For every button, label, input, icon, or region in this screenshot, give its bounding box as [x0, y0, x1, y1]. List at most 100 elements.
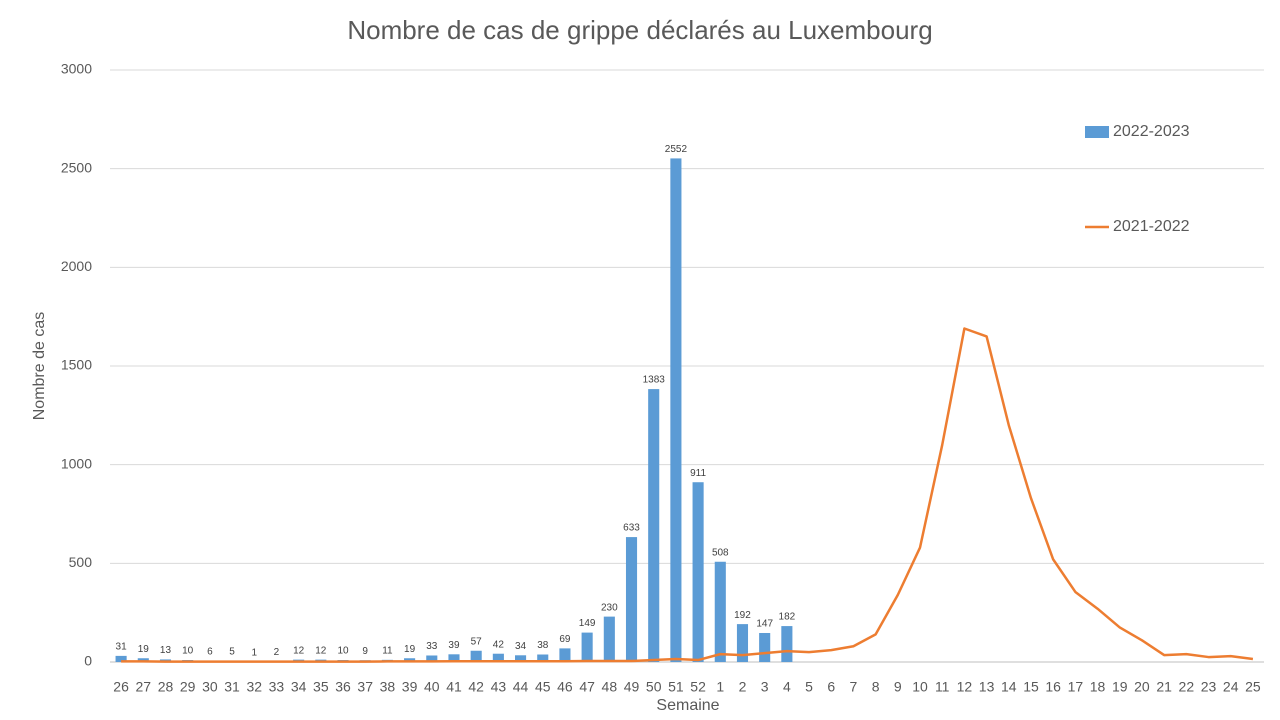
x-tick-label: 15	[1023, 679, 1039, 695]
data-label: 147	[756, 619, 773, 630]
x-tick-label: 11	[935, 679, 950, 695]
bar	[470, 650, 482, 662]
data-label: 2552	[665, 144, 688, 155]
data-label: 34	[515, 641, 527, 652]
x-tick-label: 43	[491, 679, 507, 695]
y-tick-label: 1500	[61, 357, 92, 373]
bar	[625, 537, 638, 662]
bar	[559, 648, 571, 662]
bar	[581, 632, 593, 662]
x-tick-label: 31	[224, 679, 240, 695]
data-label: 13	[160, 645, 172, 656]
x-tick-label: 6	[827, 679, 835, 695]
bar	[648, 389, 660, 662]
data-label: 12	[315, 645, 327, 656]
data-label: 1	[251, 647, 257, 658]
legend-label: 2021-2022	[1113, 218, 1190, 235]
x-tick-label: 7	[850, 679, 858, 695]
data-label: 633	[623, 523, 640, 534]
data-label: 19	[404, 644, 416, 655]
bar	[515, 655, 527, 662]
legend-label: 2022-2023	[1113, 123, 1190, 140]
y-tick-label: 1000	[61, 455, 92, 471]
x-tick-label: 27	[135, 679, 151, 695]
x-tick-label: 32	[246, 679, 262, 695]
x-tick-label: 4	[783, 679, 791, 695]
bar	[537, 654, 549, 662]
data-label: 33	[426, 641, 438, 652]
x-tick-label: 22	[1179, 679, 1195, 695]
data-label: 230	[601, 602, 618, 613]
data-label: 31	[116, 642, 128, 653]
x-tick-label: 40	[424, 679, 440, 695]
data-label: 149	[579, 618, 596, 629]
x-tick-label: 38	[380, 679, 396, 695]
x-tick-label: 28	[158, 679, 174, 695]
data-label: 5	[229, 647, 235, 658]
x-tick-label: 33	[269, 679, 285, 695]
x-tick-label: 44	[513, 679, 529, 695]
y-tick-label: 2500	[61, 159, 92, 175]
x-tick-label: 29	[180, 679, 196, 695]
x-tick-label: 1	[716, 679, 724, 695]
x-tick-label: 46	[557, 679, 573, 695]
x-tick-label: 16	[1045, 679, 1061, 695]
x-tick-label: 42	[468, 679, 484, 695]
x-tick-label: 26	[113, 679, 129, 695]
x-tick-label: 39	[402, 679, 418, 695]
x-tick-label: 30	[202, 679, 218, 695]
data-label: 57	[471, 636, 483, 647]
x-tick-label: 25	[1245, 679, 1261, 695]
bar	[115, 655, 127, 662]
data-label: 192	[734, 610, 751, 621]
x-tick-label: 36	[335, 679, 351, 695]
data-label: 10	[182, 646, 194, 657]
x-tick-label: 49	[624, 679, 640, 695]
bar	[736, 624, 749, 662]
x-tick-label: 34	[291, 679, 307, 695]
x-tick-label: 35	[313, 679, 329, 695]
x-tick-label: 21	[1156, 679, 1172, 695]
data-label: 508	[712, 547, 729, 558]
bar	[404, 658, 416, 662]
x-axis-title: Semaine	[656, 697, 719, 714]
bar	[426, 655, 438, 662]
y-tick-label: 2000	[61, 258, 92, 274]
data-label: 42	[493, 639, 505, 650]
data-label: 38	[537, 640, 549, 651]
data-label: 6	[207, 646, 213, 657]
x-tick-label: 5	[805, 679, 813, 695]
x-tick-label: 9	[894, 679, 902, 695]
x-tick-label: 47	[579, 679, 595, 695]
data-label: 2	[274, 647, 280, 658]
x-tick-label: 14	[1001, 679, 1017, 695]
x-tick-label: 19	[1112, 679, 1128, 695]
x-tick-label: 13	[979, 679, 995, 695]
bar	[759, 632, 771, 662]
bar	[137, 658, 149, 662]
legend-swatch	[1085, 126, 1109, 138]
y-axis-title: Nombre de cas	[31, 312, 48, 421]
bar	[670, 158, 682, 662]
x-tick-label: 17	[1068, 679, 1084, 695]
bar	[781, 626, 793, 662]
data-label: 911	[690, 468, 706, 479]
chart-title: Nombre de cas de grippe déclarés au Luxe…	[347, 15, 932, 45]
x-tick-label: 2	[739, 679, 747, 695]
bar	[714, 561, 726, 662]
bar	[692, 482, 704, 662]
data-label: 69	[559, 634, 571, 645]
x-tick-label: 20	[1134, 679, 1150, 695]
line	[121, 327, 1254, 663]
x-tick-label: 18	[1090, 679, 1106, 695]
x-tick-label: 48	[602, 679, 618, 695]
x-tick-label: 37	[357, 679, 373, 695]
y-tick-label: 0	[84, 653, 92, 669]
y-tick-label: 500	[69, 554, 93, 570]
x-tick-label: 41	[446, 679, 462, 695]
x-tick-label: 50	[646, 679, 662, 695]
x-tick-label: 52	[690, 679, 706, 695]
y-tick-label: 3000	[61, 61, 92, 77]
data-label: 1383	[643, 375, 666, 386]
data-label: 39	[448, 640, 460, 651]
